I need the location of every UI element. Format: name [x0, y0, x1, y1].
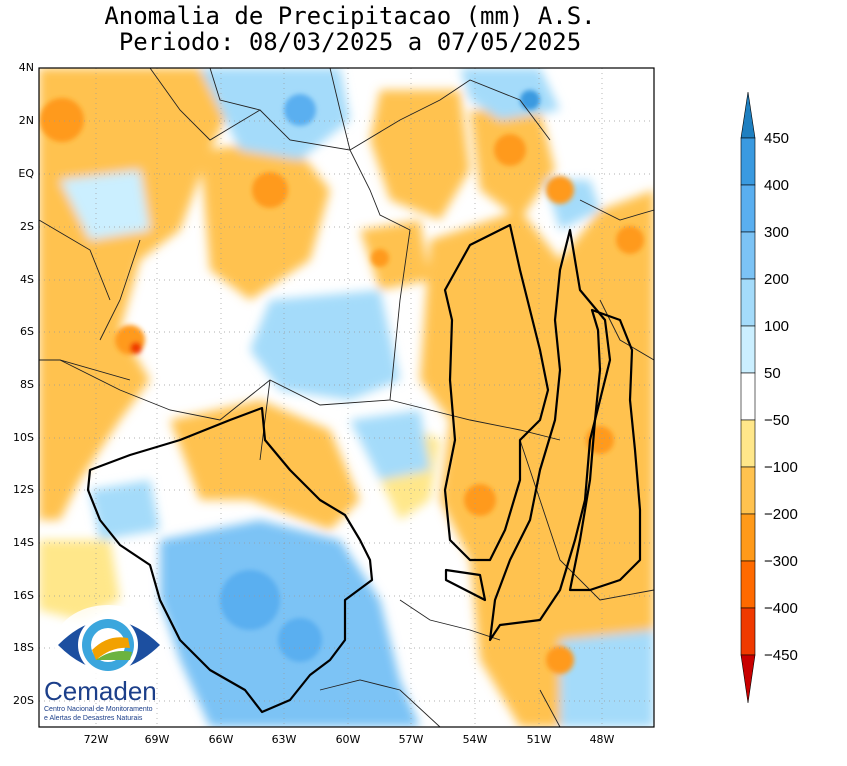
y-tick-label: 10S [13, 431, 34, 444]
colorbar-label: 50 [764, 365, 781, 382]
y-tick-label: 6S [20, 325, 34, 338]
basin-outlines [86, 223, 642, 714]
colorbar-label: −200 [764, 506, 798, 523]
y-tick-label: 16S [13, 589, 34, 602]
colorbar-label: −450 [764, 647, 798, 664]
anomaly-field [39, 68, 654, 727]
colorbar-label: −100 [764, 459, 798, 476]
y-tick-label: 20S [13, 694, 34, 707]
y-tick-label: 4N [18, 61, 34, 74]
cemaden-logo-subtitle-1: Centro Nacional de Monitoramento [44, 706, 153, 713]
y-tick-label: 8S [20, 378, 34, 391]
colorbar-label: −300 [764, 553, 798, 570]
x-tick-label: 51W [526, 733, 552, 746]
colorbar-label: 300 [764, 224, 790, 241]
x-tick-label: 48W [589, 733, 615, 746]
y-tick-label: 4S [20, 273, 34, 286]
cemaden-logo-mark [54, 605, 162, 685]
colorbar-label: 400 [764, 177, 790, 194]
colorbar-top-arrow [740, 91, 756, 139]
x-tick-label: 69W [144, 733, 170, 746]
y-tick-label: 18S [13, 641, 34, 654]
x-tick-label: 72W [83, 733, 109, 746]
x-tick-label: 60W [335, 733, 361, 746]
colorbar-label: −50 [764, 412, 790, 429]
cemaden-logo-name: Cemaden [44, 676, 157, 706]
y-tick-label: 2N [18, 114, 34, 127]
y-tick-label: 14S [13, 536, 34, 549]
y-tick-label: 12S [13, 483, 34, 496]
colorbar-label: 200 [764, 271, 790, 288]
colorbar-label: 100 [764, 318, 790, 335]
map-title: Anomalia de Precipitacao (mm) A.S. [104, 2, 596, 30]
y-tick-label: EQ [18, 167, 34, 180]
x-tick-label: 54W [462, 733, 488, 746]
x-tick-label: 66W [208, 733, 234, 746]
colorbar [740, 91, 756, 704]
colorbar-label: 450 [764, 130, 790, 147]
x-tick-label: 63W [271, 733, 297, 746]
x-tick-label: 57W [398, 733, 424, 746]
colorbar-bottom-arrow [740, 654, 756, 704]
colorbar-label: −400 [764, 600, 798, 617]
state-borders [39, 68, 654, 727]
cemaden-logo-subtitle-2: e Alertas de Desastres Naturais [44, 715, 143, 722]
y-tick-label: 2S [20, 220, 34, 233]
map-period: Periodo: 08/03/2025 a 07/05/2025 [118, 28, 582, 56]
